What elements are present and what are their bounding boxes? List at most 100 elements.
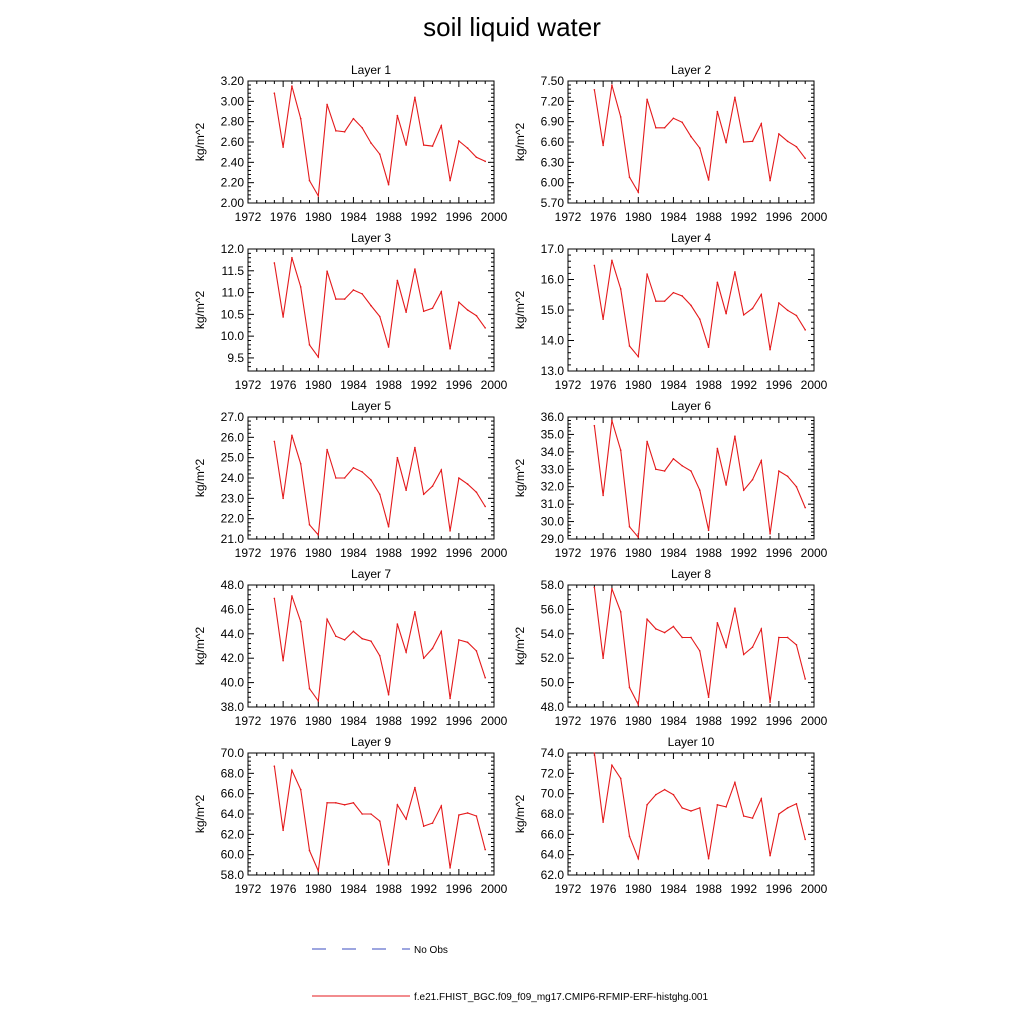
- y-tick-label: 52.0: [541, 651, 565, 665]
- data-point: [440, 290, 443, 293]
- data-point: [431, 145, 434, 147]
- data-point: [734, 435, 736, 437]
- data-point: [475, 491, 478, 494]
- data-point: [628, 345, 631, 347]
- y-tick-label: 2.40: [221, 155, 245, 169]
- y-tick-label: 60.0: [221, 848, 245, 862]
- y-axis-label: kg/m^2: [513, 123, 527, 162]
- data-point: [343, 804, 346, 806]
- x-tick-label: 2000: [481, 378, 508, 392]
- data-point: [619, 449, 622, 451]
- data-point: [672, 458, 675, 460]
- data-point: [672, 793, 675, 796]
- data-point: [458, 477, 460, 479]
- data-point: [619, 777, 622, 780]
- y-tick-label: 16.0: [541, 273, 565, 287]
- data-point: [343, 131, 346, 133]
- data-point: [804, 678, 807, 680]
- data-point: [317, 534, 320, 536]
- series-line: [593, 752, 806, 861]
- data-point: [769, 701, 771, 703]
- y-tick-label: 6.00: [541, 176, 565, 190]
- y-tick-label: 54.0: [541, 627, 565, 641]
- data-point: [378, 654, 381, 657]
- x-tick-label: 1992: [730, 210, 757, 224]
- series-line: [593, 587, 806, 707]
- data-point: [742, 141, 745, 143]
- panel-title: Layer 1: [351, 63, 391, 77]
- x-tick-label: 1972: [235, 882, 262, 896]
- y-tick-label: 58.0: [221, 868, 245, 882]
- panel-layer-6: Layer 6 1972 1976 1980 1984 1988 1992 1996 2000 2…: [513, 399, 828, 560]
- data-point: [361, 471, 364, 473]
- y-tick-label: 17.0: [541, 242, 565, 256]
- y-axis-label: kg/m^2: [193, 459, 207, 498]
- x-tick-label: 1972: [555, 882, 582, 896]
- y-tick-label: 74.0: [541, 746, 565, 760]
- data-point: [431, 822, 434, 824]
- x-tick-label: 1976: [270, 714, 297, 728]
- data-point: [795, 643, 798, 646]
- data-point: [440, 630, 443, 633]
- data-point: [655, 468, 657, 471]
- x-tick-label: 2000: [801, 546, 828, 560]
- y-tick-label: 22.0: [221, 512, 245, 526]
- data-point: [593, 752, 596, 754]
- data-point: [370, 479, 372, 481]
- panel-title: Layer 2: [671, 63, 711, 77]
- panel-layer-4: Layer 4 1972 1976 1980 1984 1988 1992 1996 2000 1…: [513, 231, 828, 392]
- data-point: [449, 347, 451, 350]
- data-point: [672, 291, 675, 294]
- data-point: [628, 835, 631, 838]
- data-point: [396, 456, 399, 459]
- data-point: [317, 195, 320, 197]
- x-tick-label: 1972: [555, 210, 582, 224]
- data-point: [299, 788, 302, 791]
- data-point: [681, 121, 684, 124]
- data-point: [804, 506, 807, 509]
- data-point: [707, 346, 710, 349]
- data-point: [405, 311, 407, 313]
- x-tick-label: 1984: [660, 714, 687, 728]
- x-tick-label: 1976: [590, 714, 617, 728]
- data-point: [760, 293, 763, 296]
- data-point: [725, 141, 727, 144]
- data-point: [778, 302, 780, 304]
- y-tick-label: 50.0: [541, 676, 565, 690]
- data-point: [804, 157, 807, 160]
- data-point: [405, 818, 407, 820]
- data-point: [317, 356, 320, 358]
- data-point: [458, 639, 460, 641]
- y-axis-label: kg/m^2: [193, 123, 207, 162]
- panel-title: Layer 4: [671, 231, 711, 245]
- data-point: [690, 304, 692, 307]
- data-point: [611, 419, 613, 422]
- x-tick-label: 1972: [555, 714, 582, 728]
- y-tick-label: 13.0: [541, 364, 565, 378]
- data-point: [760, 628, 763, 630]
- panel-layer-2: Layer 2 1972 1976 1980 1984 1988 1992 1996 2000 5…: [513, 63, 828, 224]
- x-tick-label: 1980: [305, 378, 332, 392]
- data-point: [663, 300, 666, 302]
- page-title: soil liquid water: [423, 12, 601, 42]
- y-tick-label: 5.70: [541, 196, 565, 210]
- data-point: [273, 92, 276, 94]
- data-point: [637, 355, 640, 358]
- y-tick-label: 56.0: [541, 602, 565, 616]
- data-point: [335, 477, 337, 479]
- x-tick-label: 1980: [625, 210, 652, 224]
- data-point: [602, 144, 604, 147]
- y-tick-label: 6.60: [541, 135, 565, 149]
- data-point: [646, 804, 648, 806]
- y-tick-label: 64.0: [221, 807, 245, 821]
- x-tick-label: 1980: [305, 546, 332, 560]
- x-tick-label: 1988: [375, 882, 402, 896]
- data-point: [655, 300, 657, 302]
- data-point: [646, 618, 648, 620]
- x-tick-label: 1976: [590, 378, 617, 392]
- data-point: [458, 140, 460, 142]
- data-point: [361, 637, 364, 640]
- data-point: [778, 470, 780, 472]
- y-tick-label: 68.0: [221, 766, 245, 780]
- x-tick-label: 1984: [340, 378, 367, 392]
